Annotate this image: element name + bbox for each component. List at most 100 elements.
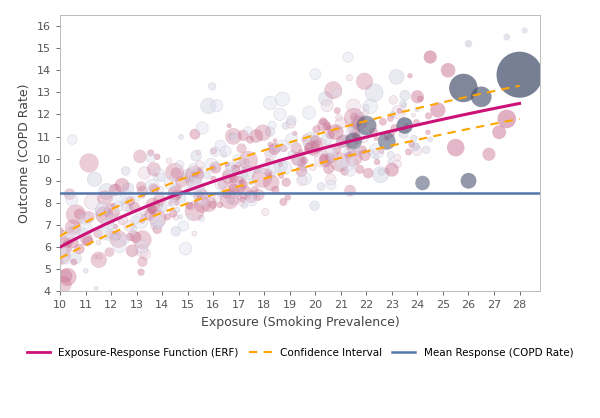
- Point: [107, 208, 116, 215]
- Point: [257, 174, 267, 181]
- Point: [340, 138, 349, 145]
- Point: [106, 215, 115, 222]
- Point: [219, 151, 229, 158]
- Point: [189, 185, 199, 192]
- Point: [203, 102, 213, 109]
- Point: [137, 188, 147, 194]
- Point: [300, 175, 310, 182]
- Point: [266, 150, 275, 157]
- Point: [355, 120, 364, 126]
- Point: [304, 144, 313, 151]
- Point: [359, 78, 369, 85]
- Point: [239, 158, 248, 165]
- Point: [411, 143, 421, 150]
- Point: [61, 249, 71, 256]
- Point: [332, 126, 341, 133]
- Point: [293, 155, 302, 162]
- Point: [310, 148, 320, 155]
- Point: [443, 67, 453, 74]
- Point: [243, 127, 253, 134]
- Point: [341, 136, 350, 143]
- Point: [502, 115, 512, 122]
- Point: [136, 218, 145, 224]
- Point: [197, 166, 206, 173]
- Point: [185, 214, 195, 220]
- Point: [265, 99, 275, 106]
- Point: [125, 198, 135, 204]
- Point: [349, 138, 358, 144]
- Point: [342, 148, 352, 155]
- Point: [62, 273, 72, 280]
- Point: [104, 249, 114, 255]
- Point: [325, 146, 335, 153]
- Point: [176, 214, 185, 220]
- Point: [69, 259, 79, 265]
- Point: [349, 126, 359, 133]
- Point: [196, 188, 205, 195]
- Point: [345, 139, 355, 145]
- Point: [171, 170, 181, 176]
- Point: [326, 165, 336, 171]
- Point: [310, 202, 319, 209]
- Point: [319, 122, 328, 129]
- Point: [232, 181, 242, 188]
- Point: [209, 164, 218, 171]
- Point: [60, 237, 70, 244]
- Point: [246, 179, 256, 186]
- Y-axis label: Outcome (COPD Rate): Outcome (COPD Rate): [19, 84, 31, 223]
- Point: [177, 195, 187, 202]
- Point: [61, 273, 70, 279]
- Point: [223, 171, 233, 177]
- Point: [298, 165, 308, 171]
- Point: [65, 191, 74, 198]
- Point: [287, 151, 297, 158]
- Point: [367, 122, 376, 129]
- Point: [265, 128, 275, 135]
- Point: [388, 97, 398, 103]
- Point: [139, 214, 148, 220]
- Point: [387, 166, 397, 173]
- Point: [91, 285, 101, 291]
- Point: [378, 118, 388, 125]
- Point: [110, 186, 120, 193]
- Point: [229, 193, 238, 200]
- Point: [90, 176, 100, 183]
- Point: [229, 134, 239, 141]
- Point: [369, 129, 379, 135]
- Point: [346, 128, 355, 135]
- Point: [283, 194, 293, 201]
- Point: [229, 133, 238, 140]
- Point: [242, 158, 251, 165]
- Point: [321, 95, 331, 102]
- Point: [424, 112, 433, 119]
- Point: [410, 143, 420, 150]
- Point: [172, 186, 181, 192]
- Point: [349, 113, 359, 120]
- Point: [281, 164, 290, 171]
- Point: [349, 155, 359, 161]
- Point: [312, 143, 322, 150]
- Point: [292, 145, 301, 151]
- Point: [484, 151, 494, 158]
- Point: [148, 206, 157, 213]
- Point: [386, 158, 395, 165]
- Point: [56, 227, 65, 234]
- Point: [80, 226, 90, 233]
- Point: [170, 190, 180, 196]
- Point: [124, 186, 133, 192]
- Point: [135, 153, 145, 160]
- Point: [190, 180, 200, 186]
- Point: [366, 149, 376, 155]
- Point: [152, 221, 161, 227]
- Point: [386, 130, 396, 137]
- Point: [70, 226, 80, 233]
- Point: [376, 168, 386, 175]
- Point: [350, 149, 360, 155]
- Point: [296, 148, 306, 155]
- Point: [515, 71, 524, 78]
- Point: [238, 196, 247, 203]
- Point: [190, 172, 199, 178]
- Point: [230, 168, 239, 175]
- Point: [215, 181, 225, 188]
- Point: [322, 136, 332, 143]
